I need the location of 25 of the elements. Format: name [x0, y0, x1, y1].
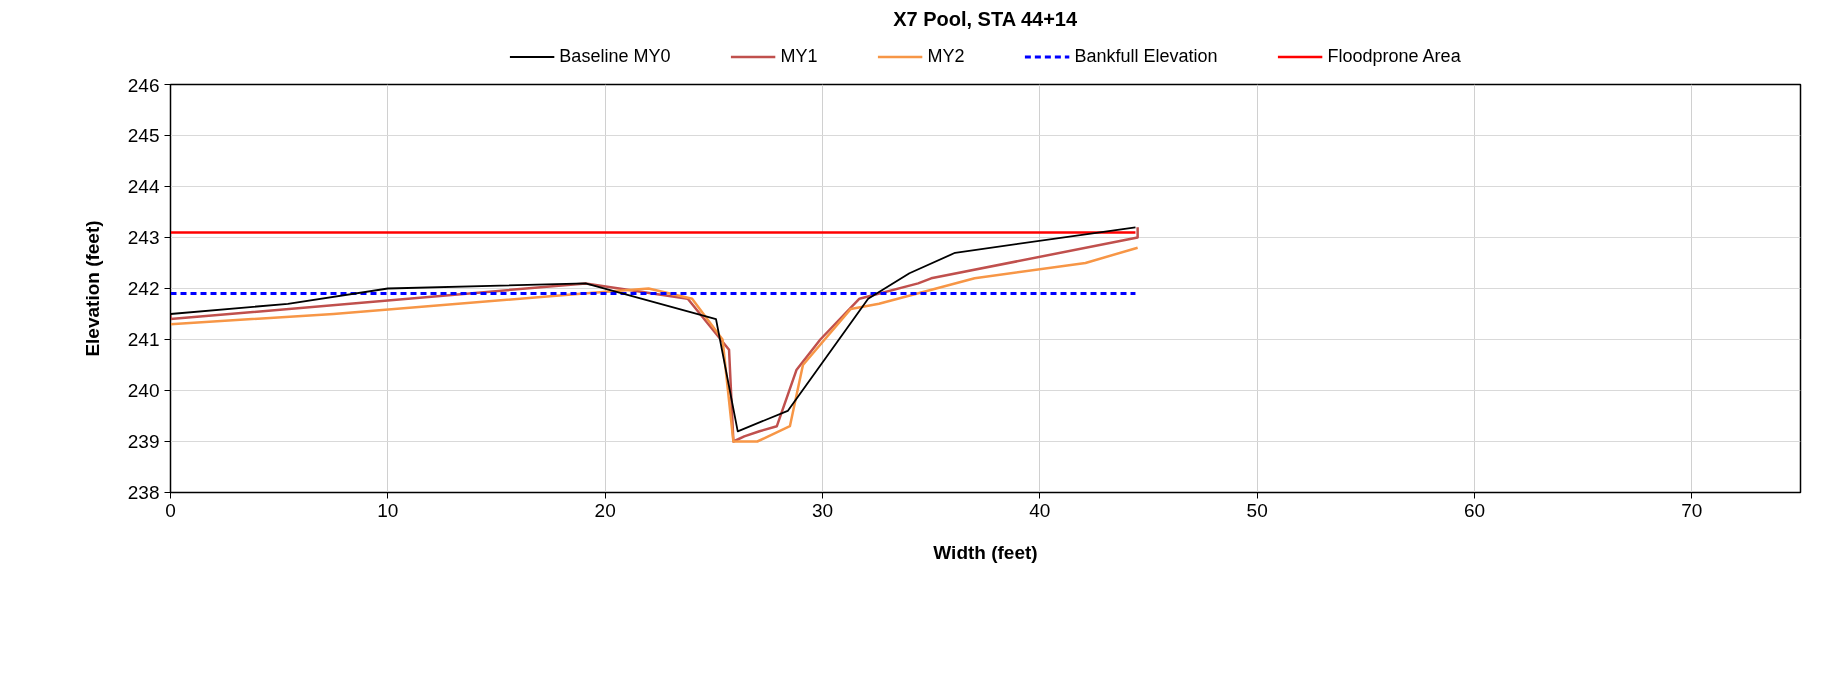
y-axis-title: Elevation (feet) — [81, 220, 103, 357]
y-tick-label: 239 — [127, 431, 160, 452]
legend-label: MY1 — [780, 45, 818, 67]
x-tick-label: 70 — [1681, 499, 1703, 521]
y-tick-label: 238 — [127, 482, 160, 503]
legend-label: Bankfull Elevation — [1074, 45, 1218, 67]
y-tick-label: 240 — [127, 380, 160, 401]
x-tick-label: 10 — [377, 499, 399, 521]
legend-label: Floodprone Area — [1327, 45, 1461, 67]
x-axis-title: Width (feet) — [933, 541, 1038, 563]
y-tick-label: 245 — [127, 125, 160, 146]
y-tick-label: 244 — [127, 176, 160, 197]
legend-label: MY2 — [927, 45, 965, 67]
x-tick-label: 0 — [165, 499, 176, 521]
x-tick-label: 30 — [811, 499, 834, 521]
x-tick-label: 60 — [1463, 499, 1486, 521]
chart-title: X7 Pool, STA 44+14 — [893, 7, 1078, 30]
legend-label: Baseline MY0 — [559, 45, 671, 67]
x-tick-label: 40 — [1029, 499, 1051, 521]
y-tick-label: 246 — [127, 74, 160, 96]
y-tick-label: 242 — [127, 278, 160, 299]
x-tick-label: 50 — [1246, 499, 1268, 521]
y-tick-label: 241 — [127, 329, 160, 350]
y-tick-label: 243 — [127, 227, 160, 248]
x-tick-label: 20 — [594, 499, 616, 521]
